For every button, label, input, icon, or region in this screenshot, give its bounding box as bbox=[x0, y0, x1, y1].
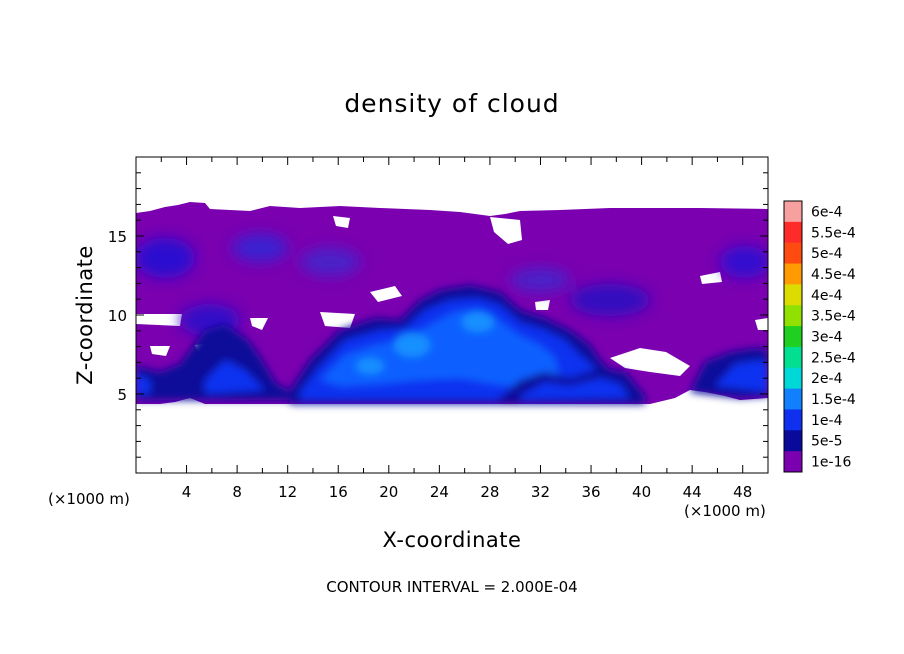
x-tick-label: 36 bbox=[581, 483, 600, 501]
colorbar-label: 2.5e-4 bbox=[811, 350, 856, 366]
colorbar-label: 1.5e-4 bbox=[811, 392, 856, 408]
colorbar-label: 6e-4 bbox=[811, 204, 843, 220]
x-tick-label: 8 bbox=[232, 483, 242, 501]
x-tick-label: 48 bbox=[733, 483, 752, 501]
y-tick-labels: 5 10 15 bbox=[108, 228, 127, 404]
x-tick-label: 20 bbox=[379, 483, 398, 501]
plot-area bbox=[136, 202, 768, 404]
colorbar-label: 2e-4 bbox=[811, 371, 843, 387]
colorbar-swatch bbox=[784, 388, 802, 410]
colorbar-swatch bbox=[784, 201, 802, 223]
colorbar-swatch bbox=[784, 284, 802, 306]
colorbar-swatch bbox=[784, 242, 802, 265]
x-axis-title: X-coordinate bbox=[383, 528, 522, 552]
x-tick-label: 44 bbox=[683, 483, 702, 501]
colorbar-label: 4.5e-4 bbox=[811, 267, 856, 283]
colorbar-label: 5e-4 bbox=[811, 246, 843, 262]
colorbar: 6e-4 5.5e-4 5e-4 4.5e-4 4e-4 3.5e-4 3e-4 2.5e-4… bbox=[783, 200, 856, 473]
colorbar-swatch bbox=[784, 346, 802, 369]
x-tick-label: 28 bbox=[480, 483, 499, 501]
colorbar-label: 4e-4 bbox=[811, 288, 843, 304]
x-tick-label: 4 bbox=[182, 483, 192, 501]
x-tick-label: 32 bbox=[531, 483, 550, 501]
y-tick-label: 15 bbox=[108, 228, 127, 246]
y-unit-label: (×1000 m) bbox=[48, 490, 130, 508]
colorbar-label: 3e-4 bbox=[811, 330, 843, 346]
colorbar-swatch bbox=[784, 305, 802, 327]
x-tick-label: 12 bbox=[278, 483, 297, 501]
chart-title: density of cloud bbox=[344, 89, 559, 118]
colorbar-swatch bbox=[784, 367, 802, 390]
colorbar-label: 1e-16 bbox=[811, 455, 851, 471]
convective-core bbox=[136, 285, 768, 404]
y-tick-label: 10 bbox=[108, 307, 127, 325]
colorbar-frame bbox=[783, 200, 803, 473]
cloud-structures bbox=[136, 234, 768, 336]
x-unit-label: (×1000 m) bbox=[684, 502, 766, 520]
x-tick-label: 24 bbox=[430, 483, 449, 501]
colorbar-swatch bbox=[784, 430, 802, 452]
x-tick-label: 40 bbox=[632, 483, 651, 501]
colorbar-swatch bbox=[784, 221, 802, 244]
y-axis-title: Z-coordinate bbox=[73, 245, 97, 385]
contour-interval-note: CONTOUR INTERVAL = 2.000E-04 bbox=[326, 578, 577, 596]
y-tick-marks bbox=[136, 172, 768, 458]
colorbar-swatch bbox=[784, 451, 802, 473]
colorbar-label: 5.5e-4 bbox=[811, 225, 856, 241]
x-tick-labels: 4 8 12 16 20 24 28 32 36 40 44 48 bbox=[182, 483, 752, 501]
colorbar-label: 5e-5 bbox=[811, 434, 842, 450]
colorbar-label: 3.5e-4 bbox=[811, 309, 856, 325]
x-tick-label: 16 bbox=[329, 483, 348, 501]
colorbar-swatch bbox=[784, 409, 802, 431]
colorbar-label: 1e-4 bbox=[811, 413, 843, 429]
colorbar-swatch bbox=[784, 263, 802, 285]
y-tick-label: 5 bbox=[117, 386, 127, 404]
x-tick-marks bbox=[160, 157, 744, 473]
colorbar-swatch bbox=[784, 326, 802, 348]
